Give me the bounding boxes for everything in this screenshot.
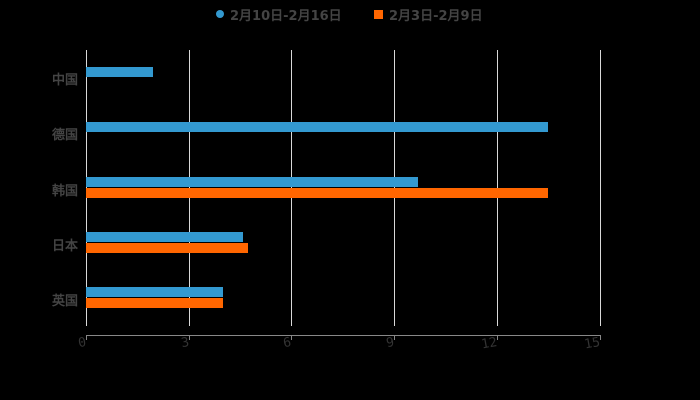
x-tick bbox=[291, 335, 292, 340]
x-axis-line bbox=[86, 335, 600, 336]
category-label: 中国 bbox=[51, 73, 78, 88]
legend-item-series-1[interactable]: 2月10日-2月16日 bbox=[216, 4, 342, 24]
x-tick bbox=[394, 335, 395, 340]
legend-item-series-2[interactable]: 2月3日-2月9日 bbox=[374, 4, 483, 24]
category-label: 德国 bbox=[51, 128, 78, 143]
legend-square-icon bbox=[374, 9, 383, 19]
legend-circle-icon bbox=[216, 10, 224, 18]
legend-label: 2月3日-2月9日 bbox=[389, 8, 483, 24]
x-tick bbox=[600, 335, 601, 340]
category-label: 韩国 bbox=[51, 184, 78, 199]
legend-label: 2月10日-2月16日 bbox=[230, 8, 342, 24]
x-tick bbox=[189, 335, 190, 340]
bar-korea-series-2[interactable] bbox=[86, 188, 548, 198]
gridline bbox=[600, 50, 601, 326]
x-tick bbox=[86, 335, 87, 340]
bar-japan-series-2[interactable] bbox=[86, 243, 248, 253]
bar-uk-series-1[interactable] bbox=[86, 287, 223, 297]
x-tick-label: 12 bbox=[480, 335, 499, 353]
bar-germany-series-1[interactable] bbox=[86, 122, 548, 132]
bar-uk-series-2[interactable] bbox=[86, 298, 223, 308]
category-label: 日本 bbox=[51, 239, 78, 254]
category-label: 英国 bbox=[51, 294, 78, 309]
chart-legend: 2月10日-2月16日 2月3日-2月9日 bbox=[0, 4, 700, 24]
bar-korea-series-1[interactable] bbox=[86, 177, 418, 187]
x-tick bbox=[497, 335, 498, 340]
x-tick-label: 15 bbox=[583, 335, 602, 353]
bar-china-series-1[interactable] bbox=[86, 67, 153, 77]
bar-japan-series-1[interactable] bbox=[86, 232, 243, 242]
